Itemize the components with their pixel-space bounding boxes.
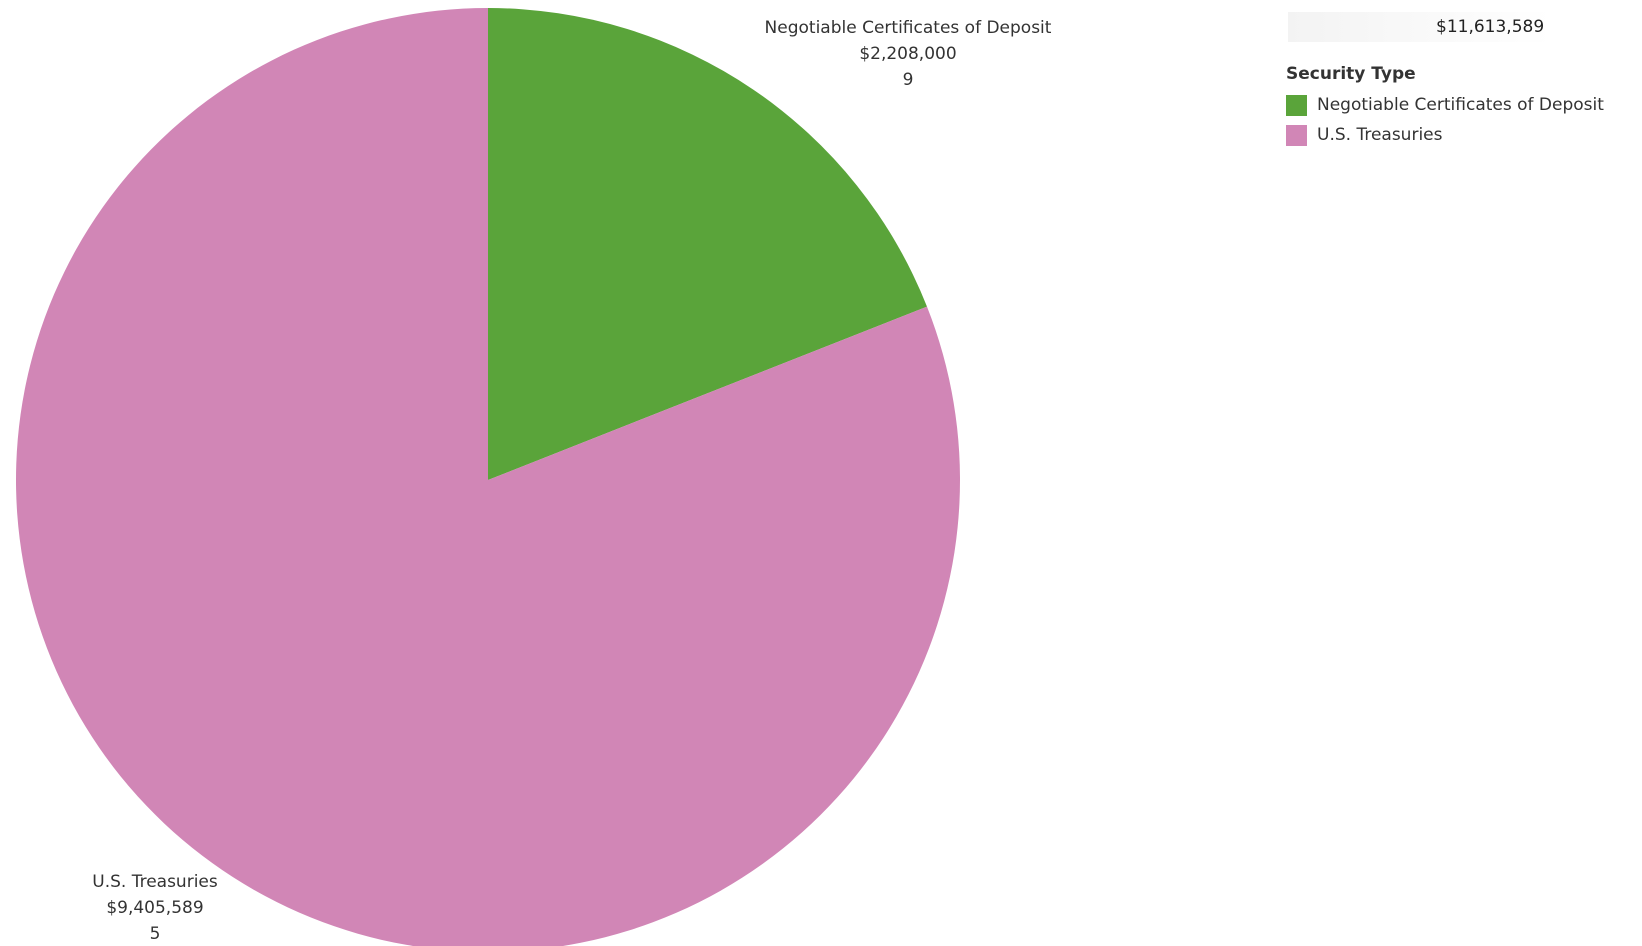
pie-labels: Negotiable Certificates of Deposit $2,208… bbox=[92, 18, 1052, 944]
legend-label: Negotiable Certificates of Deposit bbox=[1317, 95, 1604, 115]
total-value: $11,613,589 bbox=[1436, 17, 1545, 37]
legend-title: Security Type bbox=[1286, 64, 1416, 84]
slice-label-name: Negotiable Certificates of Deposit bbox=[765, 18, 1052, 38]
slice-label-value: $9,405,589 bbox=[106, 898, 203, 918]
pie-slices bbox=[16, 8, 960, 946]
total-bar bbox=[1288, 12, 1552, 42]
legend-swatch bbox=[1286, 124, 1307, 146]
slice-label-name: U.S. Treasuries bbox=[92, 872, 218, 892]
legend-item-us-treasuries[interactable]: U.S. Treasuries bbox=[1286, 120, 1604, 150]
slice-label-count: 9 bbox=[903, 70, 914, 90]
slice-label-count: 5 bbox=[150, 924, 161, 944]
legend: Security Type Negotiable Certificates of… bbox=[1286, 64, 1604, 150]
pie-slice-us-treasuries[interactable] bbox=[16, 8, 960, 946]
legend-item-negotiable-certificates-of-deposit[interactable]: Negotiable Certificates of Deposit bbox=[1286, 90, 1604, 120]
slice-label-value: $2,208,000 bbox=[859, 44, 956, 64]
legend-swatch bbox=[1286, 94, 1307, 116]
pie-slice-negotiable-certificates-of-deposit[interactable] bbox=[488, 8, 927, 480]
legend-label: U.S. Treasuries bbox=[1317, 125, 1443, 145]
